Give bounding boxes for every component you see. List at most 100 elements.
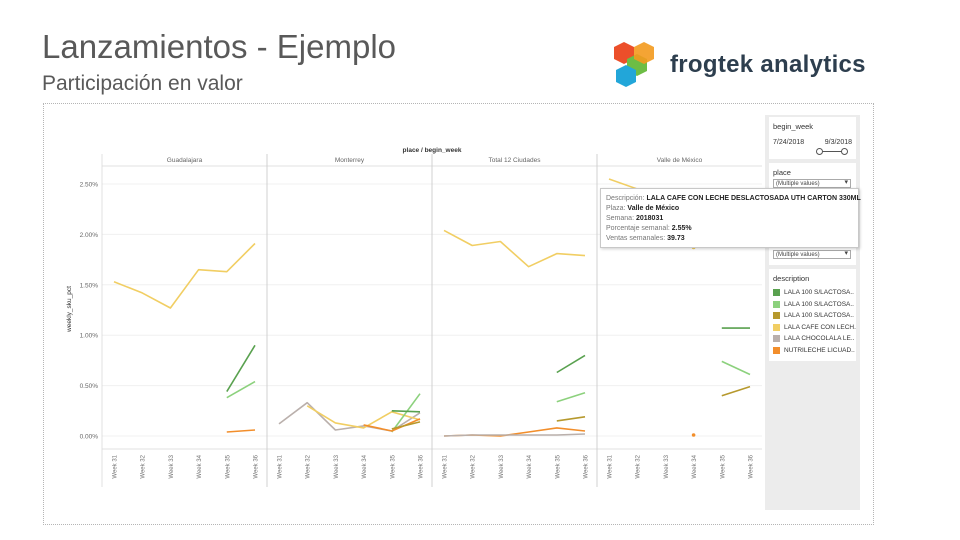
tt-plaza-label: Plaza:	[606, 205, 626, 212]
series-line	[363, 418, 421, 432]
line-chart: place / begin_week weekly_sku_pct 0.00% 0.5…	[66, 147, 762, 487]
panel-header: Valle de México	[657, 157, 703, 164]
x-tick-label: Week 36	[419, 454, 425, 478]
tt-semana-value: 2018031	[635, 215, 664, 222]
series-line	[391, 393, 421, 433]
x-tick-label: Week 35	[720, 454, 726, 478]
x-tick-label: Week 35	[555, 454, 561, 478]
series-line	[556, 354, 586, 374]
filter-sidebar: begin_week 7/24/2018 9/3/2018 place (Mul…	[765, 115, 860, 510]
slider-start-handle[interactable]	[816, 148, 823, 155]
x-tick-label: Week 36	[254, 454, 260, 478]
x-tick-label: Week 32	[471, 454, 477, 478]
begin-week-filter[interactable]: begin_week 7/24/2018 9/3/2018	[769, 117, 856, 159]
legend-label: LALA 100 S/LACTOSA..	[784, 312, 854, 320]
tt-desc-label: Descripción:	[606, 195, 645, 202]
y-tick-label: 0.00%	[80, 434, 99, 441]
x-tick-label: Week 31	[608, 454, 614, 478]
description-label: description	[773, 274, 810, 283]
legend-swatch	[773, 312, 780, 320]
y-tick-label: 0.50%	[80, 383, 99, 390]
tt-desc-value: LALA CAFE CON LECHE DESLACTOSADA UTH CAR…	[646, 195, 861, 202]
x-tick-label: Week 36	[584, 454, 590, 478]
tt-plaza-value: Valle de México	[627, 205, 680, 212]
dashboard-frame	[43, 103, 874, 525]
x-tick-label: Week 35	[390, 454, 396, 478]
series-line	[721, 385, 751, 397]
slide-subtitle: Participación en valor	[42, 72, 243, 95]
legend-label: LALA 100 S/LACTOSA..	[784, 289, 854, 297]
legend-swatch	[773, 335, 780, 343]
series-line	[443, 229, 586, 268]
legend-item[interactable]: LALA 100 S/LACTOSA..	[769, 299, 856, 311]
x-tick-label: Week 34	[362, 454, 368, 478]
extra-filter[interactable]: (Multiple values)	[769, 243, 856, 265]
x-tick-label: Week 34	[692, 454, 698, 478]
series-point	[691, 433, 696, 437]
x-tick-label: Week 33	[664, 454, 670, 478]
x-tick-label: Week 32	[141, 454, 147, 478]
x-tick-label: Week 36	[749, 454, 755, 478]
panel-header: Guadalajara	[167, 157, 203, 164]
series-line	[226, 429, 256, 433]
x-tick-label: Week 33	[169, 454, 175, 478]
description-legend: description LALA 100 S/LACTOSA.. LALA 100…	[769, 269, 856, 361]
series-line	[443, 433, 586, 437]
legend-item[interactable]: LALA CHOCOLALA LE..	[769, 333, 856, 345]
legend-label: LALA 100 S/LACTOSA..	[784, 300, 854, 308]
x-tick-label: Week 31	[278, 454, 284, 478]
brand-name: frogtek analytics	[670, 51, 866, 78]
legend-label: LALA CAFE CON LECH..	[784, 323, 856, 331]
y-axis-label: weekly_sku_pct	[66, 286, 73, 333]
chart-title: place / begin_week	[403, 147, 462, 154]
logo-hex-blue	[616, 65, 636, 87]
series-line	[113, 242, 256, 309]
x-tick-label: Week 31	[443, 454, 449, 478]
series-line	[226, 380, 256, 399]
series-line	[226, 344, 256, 393]
legend-swatch	[773, 323, 780, 331]
logo-hex-orange	[634, 42, 654, 64]
date-range-slider[interactable]	[816, 148, 848, 155]
series-line	[721, 360, 751, 376]
x-tick-label: Week 34	[527, 454, 533, 478]
x-tick-label: Week 31	[113, 454, 119, 478]
tt-ventas-label: Ventas semanales:	[606, 235, 666, 242]
legend-item[interactable]: LALA CAFE CON LECH..	[769, 322, 856, 334]
frogtek-logo	[614, 42, 654, 87]
series-line	[556, 416, 586, 422]
panel-header: Monterrey	[335, 157, 365, 164]
x-tick-label: Week 34	[197, 454, 203, 478]
y-tick-label: 2.50%	[80, 182, 99, 189]
tt-pct-label: Porcentaje semanal:	[606, 225, 670, 232]
place-label: place	[773, 168, 791, 177]
x-tick-label: Week 35	[225, 454, 231, 478]
legend-label: LALA CHOCOLALA LE..	[784, 335, 855, 343]
x-tick-label: Week 33	[334, 454, 340, 478]
legend-item[interactable]: LALA 100 S/LACTOSA..	[769, 310, 856, 322]
tooltip: Descripción: LALA CAFE CON LECHE DESLACT…	[600, 188, 861, 248]
begin-week-label: begin_week	[773, 122, 814, 131]
slide-title: Lanzamientos - Ejemplo	[42, 28, 397, 65]
series-line	[306, 405, 421, 429]
series-line	[608, 178, 638, 190]
x-tick-label: Week 33	[499, 454, 505, 478]
series-line	[556, 391, 586, 403]
extra-dropdown[interactable]: (Multiple values)	[773, 250, 851, 259]
panel-header: Total 12 Ciudades	[488, 157, 541, 164]
begin-week-end: 9/3/2018	[824, 139, 852, 146]
begin-week-start: 7/24/2018	[773, 139, 805, 146]
legend-item[interactable]: NUTRILECHE LICUAD..	[769, 345, 856, 357]
legend-swatch	[773, 300, 780, 308]
tt-semana-label: Semana:	[606, 215, 635, 222]
y-tick-label: 2.00%	[80, 232, 99, 239]
x-tick-label: Week 32	[636, 454, 642, 478]
series-line	[391, 421, 421, 430]
y-tick-label: 1.00%	[80, 333, 99, 340]
tt-pct-value: 2.55%	[671, 225, 692, 232]
slider-end-handle[interactable]	[841, 148, 848, 155]
place-dropdown[interactable]: (Multiple values)	[773, 179, 851, 188]
legend-label: NUTRILECHE LICUAD..	[784, 346, 855, 354]
x-tick-label: Week 32	[306, 454, 312, 478]
legend-item[interactable]: LALA 100 S/LACTOSA..	[769, 287, 856, 299]
